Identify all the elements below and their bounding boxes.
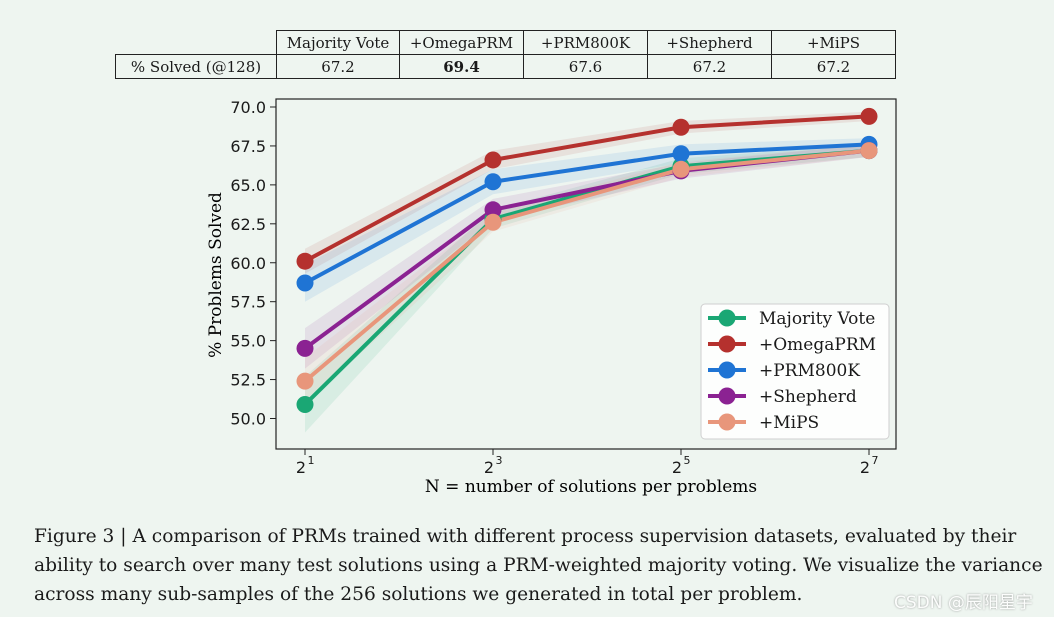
table-value-row: % Solved (@128) 67.2 69.4 67.6 67.2 67.2	[115, 54, 896, 79]
table-header-omegaprm: +OmegaPRM	[399, 30, 524, 55]
table-header-shepherd: +Shepherd	[647, 30, 772, 55]
x-axis-label: N = number of solutions per problems	[425, 477, 757, 497]
y-axis-label: % Problems Solved	[206, 192, 226, 358]
legend-marker-mips	[718, 413, 736, 431]
point-majority-vote	[296, 395, 314, 413]
legend-label-shepherd: +Shepherd	[759, 387, 857, 407]
band-prm800k	[305, 138, 869, 302]
point-mips	[296, 372, 314, 390]
x-tick-exponent: 7	[872, 454, 879, 467]
y-axis: 70.0 67.5 65.0 62.5 60.0 57.5 55.0 52.5 50.0	[230, 98, 276, 429]
y-tick-label: 60.0	[230, 254, 266, 273]
y-tick-label: 62.5	[230, 215, 266, 234]
legend: Majority Vote +OmegaPRM +PRM800K +Shepherd +…	[700, 303, 890, 440]
watermark: CSDN @辰阳星宇	[894, 593, 1033, 613]
legend-label-omegaprm: +OmegaPRM	[759, 335, 876, 355]
y-tick-label: 50.0	[230, 410, 266, 429]
y-tick-label: 55.0	[230, 332, 266, 351]
figure-caption: Figure 3 | A comparison of PRMs trained …	[34, 526, 1043, 605]
table-header-row: Majority Vote +OmegaPRM +PRM800K +Shephe…	[115, 30, 896, 55]
legend-marker-shepherd	[718, 387, 736, 405]
point-mips	[672, 160, 690, 178]
table-value-prm800k: 67.6	[523, 54, 648, 79]
point-prm800k	[672, 145, 690, 163]
point-omegaprm	[296, 252, 314, 270]
point-mips	[860, 142, 878, 160]
x-tick-label: 2	[860, 458, 870, 477]
x-tick-label: 2	[672, 458, 682, 477]
series-lines	[303, 114, 871, 407]
point-omegaprm	[672, 118, 690, 136]
y-tick-label: 57.5	[230, 293, 266, 312]
x-tick-exponent: 1	[308, 454, 315, 467]
point-prm800k	[484, 173, 502, 191]
x-tick-label: 2	[484, 458, 494, 477]
y-tick-label: 65.0	[230, 176, 266, 195]
x-tick-exponent: 3	[496, 454, 503, 467]
x-tick-exponent: 5	[684, 454, 691, 467]
x-tick-label: 2	[296, 458, 306, 477]
y-tick-label: 70.0	[230, 98, 266, 117]
band-majority-vote	[305, 144, 869, 433]
legend-label-mips: +MiPS	[759, 413, 819, 433]
point-prm800k	[296, 274, 314, 292]
line-prm800k	[303, 142, 871, 285]
plot-frame	[275, 98, 897, 450]
line-mips	[303, 148, 871, 384]
y-tick-label: 52.5	[230, 371, 266, 390]
series-points	[296, 107, 878, 413]
legend-box	[700, 303, 890, 440]
table-value-omegaprm: 69.4	[399, 54, 524, 79]
legend-label-prm800k: +PRM800K	[759, 361, 860, 381]
point-shepherd	[484, 201, 502, 219]
table-value-shepherd: 67.2	[647, 54, 772, 79]
results-table: Majority Vote +OmegaPRM +PRM800K +Shephe…	[115, 30, 896, 79]
legend-label-majority-vote: Majority Vote	[759, 309, 875, 329]
table-header-mips: +MiPS	[771, 30, 896, 55]
point-omegaprm	[860, 107, 878, 125]
y-tick-label: 67.5	[230, 137, 266, 156]
table-row-label: % Solved (@128)	[115, 54, 277, 79]
legend-marker-prm800k	[718, 361, 736, 379]
point-shepherd	[296, 339, 314, 357]
table-value-mips: 67.2	[771, 54, 896, 79]
legend-marker-majority-vote	[718, 309, 736, 327]
point-mips	[484, 213, 502, 231]
point-omegaprm	[484, 151, 502, 169]
line-omegaprm	[303, 114, 871, 264]
legend-marker-omegaprm	[718, 335, 736, 353]
table-value-majority-vote: 67.2	[276, 54, 400, 79]
